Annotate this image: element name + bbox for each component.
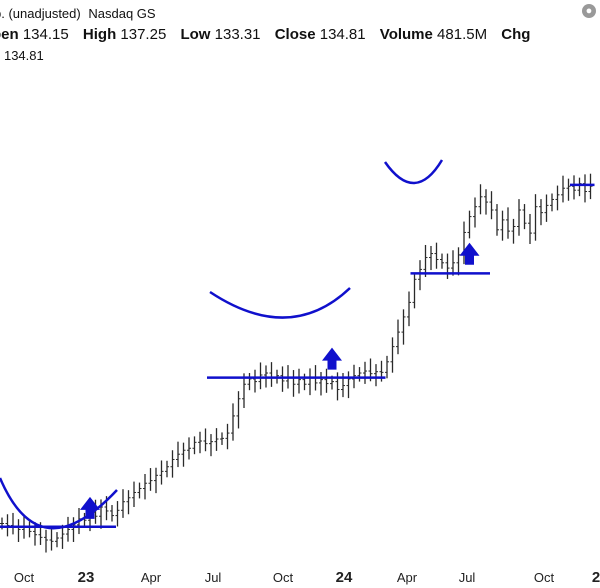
cup-curve — [209, 287, 351, 319]
close-label: Close — [274, 26, 316, 43]
x-tick-label: Oct — [273, 570, 294, 585]
high-value: 137.25 — [120, 26, 167, 43]
x-tick-label: Apr — [397, 570, 418, 585]
ohlc-readout: pen 134.15 High 137.25 Low 133.31 Close … — [0, 26, 530, 43]
x-tick-label: Jul — [205, 570, 222, 585]
cup-curve — [383, 159, 444, 185]
low-label: Low — [180, 26, 211, 43]
open-label: pen — [0, 26, 19, 43]
close-value: 134.81 — [319, 26, 366, 43]
open-value: 134.15 — [22, 26, 69, 43]
company-name: p. (unadjusted) — [0, 6, 81, 21]
x-tick-label: Oct — [14, 570, 35, 585]
symbol-title: p. (unadjusted) Nasdaq GS — [0, 6, 156, 21]
low-value: 133.31 — [214, 26, 261, 43]
x-tick-label: 23 — [78, 569, 95, 586]
volume-label: Volume — [379, 26, 433, 43]
last-price: 134.81 — [3, 48, 44, 63]
cup-curve — [0, 477, 118, 530]
breakout-arrow-icon — [80, 496, 100, 519]
high-label: High — [82, 26, 117, 43]
breakout-arrow-icon — [459, 242, 480, 265]
exchange-name: Nasdaq GS — [88, 6, 156, 21]
last-price-readout: ) 134.81 — [0, 48, 44, 63]
chg-label: Chg — [501, 26, 531, 43]
volume-value: 481.5M — [437, 26, 488, 43]
x-tick-label: Apr — [141, 570, 162, 585]
settings-icon[interactable]: ● — [582, 4, 596, 18]
x-tick-label: Oct — [534, 570, 555, 585]
x-tick-label: Jul — [459, 570, 476, 585]
x-tick-label: 2 — [592, 569, 600, 586]
chart-header: p. (unadjusted) Nasdaq GS ● pen 134.15 H… — [0, 0, 600, 63]
x-tick-label: 24 — [336, 569, 353, 586]
breakout-arrow-icon — [322, 347, 342, 370]
